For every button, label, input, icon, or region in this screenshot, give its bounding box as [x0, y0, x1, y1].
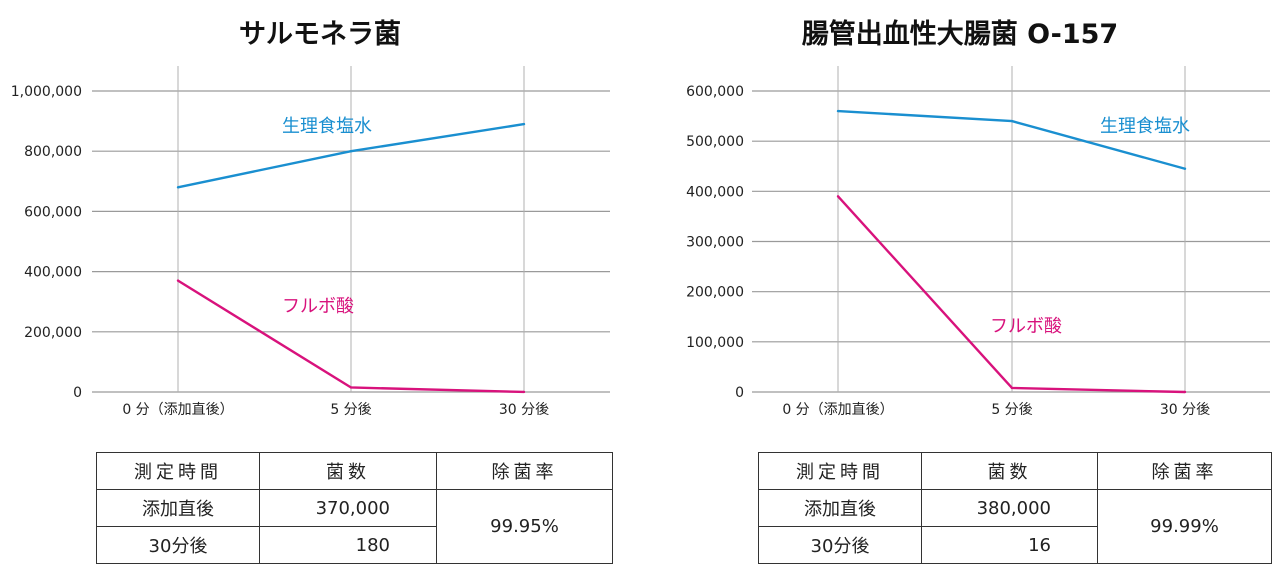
table-row: 添加直後 380,000 99.99% [758, 489, 1272, 564]
series-label: フルボ酸 [990, 316, 1062, 337]
count-cell: 180 [259, 526, 437, 564]
series-point [176, 279, 180, 282]
time-cell: 30分後 [96, 526, 260, 564]
count-cell: 16 [921, 526, 1098, 564]
series-point [1183, 167, 1187, 170]
series-point [1010, 386, 1014, 390]
y-tick-label: 0 [73, 385, 82, 401]
o157-panel: 腸管出血性大腸菌 O-157 0 100,000 200,000 300,000 400… [640, 0, 1280, 575]
time-cell: 添加直後 [96, 489, 260, 527]
y-tick-label: 800,000 [24, 144, 82, 160]
y-tick-label: 300,000 [686, 235, 744, 251]
removal-rate-cell: 99.95% [436, 489, 613, 564]
y-tick-label: 100,000 [686, 335, 744, 351]
y-tick-label: 600,000 [686, 84, 744, 100]
series-label: 生理食塩水 [282, 116, 372, 137]
y-tick-label: 1,000,000 [11, 84, 82, 100]
salmonella-chart: 0 200,000 400,000 600,000 800,000 1,000,000 0 … [11, 66, 610, 418]
chart-title: 腸管出血性大腸菌 O-157 [801, 19, 1119, 50]
x-tick-label: 5 分後 [330, 402, 371, 418]
table-header-row: 測定時間 菌数 除菌率 [758, 452, 1272, 490]
y-tick-label: 0 [735, 385, 744, 401]
y-tick-label: 400,000 [686, 184, 744, 200]
header-bacteria-count: 菌数 [921, 452, 1098, 490]
header-measure-time: 測定時間 [758, 452, 922, 490]
salmonella-result-table: 測定時間 菌数 除菌率 添加直後 370,000 99.95% 30分後 180 [96, 452, 613, 564]
time-cell: 添加直後 [758, 489, 922, 527]
table-row: 30分後 16 [758, 526, 1272, 564]
count-cell: 380,000 [921, 489, 1098, 527]
y-tick-label: 600,000 [24, 204, 82, 220]
y-tick-label: 500,000 [686, 134, 744, 150]
header-removal-rate: 除菌率 [1097, 452, 1272, 490]
series-point [522, 122, 526, 126]
series-point [836, 109, 840, 113]
series-point [836, 195, 840, 198]
table-row: 30分後 180 [96, 526, 613, 564]
y-tick-label: 400,000 [24, 265, 82, 281]
series-point [349, 386, 353, 389]
header-measure-time: 測定時間 [96, 452, 260, 490]
x-tick-label: 30 分後 [1160, 402, 1210, 418]
table-row: 添加直後 370,000 99.95% [96, 489, 613, 564]
series-point [1183, 390, 1187, 394]
x-tick-label: 5 分後 [991, 402, 1032, 418]
x-tick-label: 30 分後 [499, 402, 549, 418]
series-point [1010, 119, 1014, 123]
series-point [349, 150, 353, 153]
x-tick-label: 0 分（添加直後） [122, 401, 233, 418]
series-point [176, 186, 180, 189]
header-removal-rate: 除菌率 [436, 452, 613, 490]
series-point [522, 390, 526, 394]
series-label: フルボ酸 [282, 296, 354, 317]
y-tick-label: 200,000 [24, 325, 82, 341]
removal-rate-cell: 99.99% [1097, 489, 1272, 564]
time-cell: 30分後 [758, 526, 922, 564]
o157-chart: 0 100,000 200,000 300,000 400,000 500,000 600,… [686, 66, 1270, 418]
o157-result-table: 測定時間 菌数 除菌率 添加直後 380,000 99.99% 30分後 16 [758, 452, 1272, 564]
x-tick-label: 0 分（添加直後） [782, 401, 893, 418]
y-tick-label: 200,000 [686, 285, 744, 301]
chart-title: サルモネラ菌 [239, 19, 401, 50]
table-header-row: 測定時間 菌数 除菌率 [96, 452, 613, 490]
count-cell: 370,000 [259, 489, 437, 527]
header-bacteria-count: 菌数 [259, 452, 437, 490]
series-label: 生理食塩水 [1100, 116, 1190, 137]
salmonella-panel: サルモネラ菌 0 200,000 400,000 600,000 800,000 1,00… [11, 19, 613, 564]
